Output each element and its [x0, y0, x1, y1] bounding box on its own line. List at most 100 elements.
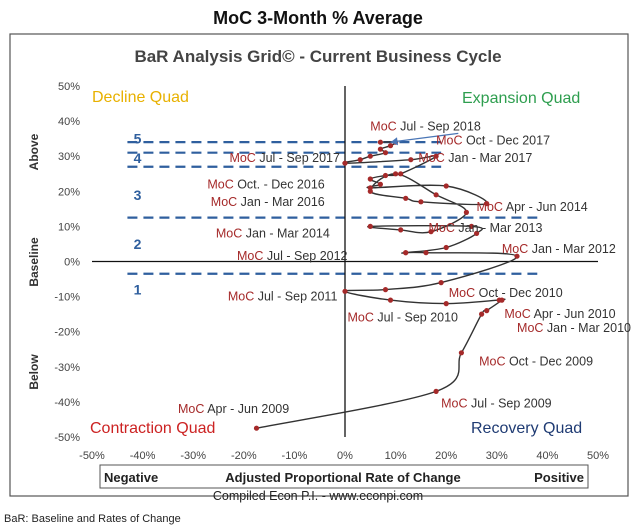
x-tick-label: -20% [231, 450, 257, 462]
point-annotation: MoC Jan - Mar 2014 [216, 226, 330, 240]
data-point [438, 280, 444, 286]
x-label-negative: Negative [104, 470, 158, 485]
x-tick-label: -30% [180, 450, 206, 462]
data-point [418, 199, 424, 205]
data-point [463, 209, 469, 215]
band-label: 3 [134, 187, 142, 203]
x-tick-label: 40% [536, 450, 558, 462]
band-label: 5 [134, 131, 142, 147]
data-point [387, 143, 394, 149]
data-point [398, 171, 404, 177]
point-annotation: MoC Jan - Mar 2013 [428, 221, 542, 235]
point-annotation: MoC Oct - Dec 2010 [449, 286, 563, 300]
footnote: BaR: Baseline and Rates of Change [4, 513, 181, 525]
band-label: 2 [134, 236, 142, 252]
data-point [443, 244, 449, 251]
data-point [403, 250, 409, 256]
data-point [433, 192, 439, 198]
point-annotation: MoC Jan - Mar 2010 [517, 321, 631, 335]
data-point [428, 229, 434, 235]
data-point [398, 227, 404, 233]
data-point [458, 350, 464, 356]
chart-subtitle: BaR Analysis Grid© - Current Business Cy… [134, 47, 501, 66]
series-layer [253, 139, 520, 431]
data-point [382, 287, 389, 293]
y-tick-label: -40% [54, 397, 80, 409]
axes-layer [92, 86, 598, 437]
x-tick-label: -50% [79, 450, 105, 462]
x-tick-label: -40% [130, 450, 156, 462]
x-label-positive: Positive [534, 470, 584, 485]
y-tick-label: 40% [58, 116, 80, 128]
point-annotation: MoC Jul - Sep 2011 [228, 290, 338, 304]
y-label-below: Below [27, 354, 41, 390]
y-tick-label: 30% [58, 151, 80, 163]
y-tick-label: -30% [54, 362, 80, 374]
y-tick-label: 20% [58, 186, 80, 198]
band-label: 4 [134, 150, 142, 166]
y-tick-label: 10% [58, 221, 80, 233]
data-point [403, 195, 409, 201]
data-point [382, 150, 389, 156]
data-point [393, 171, 399, 177]
quad-top-right: Expansion Quad [462, 90, 580, 107]
data-point [468, 223, 475, 229]
point-annotation: MoC Jan - Mar 2017 [418, 151, 532, 165]
quad-bottom-left: Contraction Quad [90, 420, 215, 437]
y-label-above: Above [27, 133, 41, 170]
y-tick-label: -20% [54, 327, 80, 339]
x-tick-label: 50% [587, 450, 609, 462]
plot-frame [9, 33, 629, 497]
point-annotation: MoC Jul - Sep 2018 [370, 119, 481, 133]
data-point [496, 297, 502, 303]
x-tick-label: 30% [486, 450, 508, 462]
data-point [357, 157, 363, 163]
quad-bottom-right: Recovery Quad [471, 420, 582, 437]
x-tick-label: -10% [282, 450, 308, 462]
y-tick-label: 0% [64, 257, 80, 269]
quad-top-left: Decline Quad [92, 89, 189, 106]
data-point [423, 250, 429, 256]
data-point [382, 172, 389, 179]
point-annotation: MoC Jan - Mar 2016 [211, 195, 325, 209]
data-point [433, 153, 439, 159]
data-point [484, 308, 490, 314]
data-point [433, 388, 439, 394]
source-credit: Compiled Econ P.I. - www.econpi.com [213, 489, 423, 503]
data-point [443, 301, 449, 307]
annotation-arrow [390, 132, 459, 143]
bands-layer: 1 2 3 4 5 [127, 131, 538, 298]
y-axis-labels: Above Baseline Below [27, 133, 41, 389]
data-point [377, 181, 383, 187]
data-point [443, 183, 449, 189]
point-annotation: MoC Jul - Sep 2010 [348, 311, 459, 325]
data-point [479, 311, 485, 317]
data-point [367, 223, 373, 229]
y-tick-label: -10% [54, 292, 80, 304]
point-annotation: MoC Apr - Jun 2014 [477, 200, 588, 214]
point-annotation: MoC Apr - Jun 2009 [178, 402, 289, 416]
point-annotation: MoC Oct - Dec 2017 [436, 133, 550, 147]
band-label: 1 [134, 282, 142, 298]
y-label-baseline: Baseline [27, 237, 41, 287]
data-point [367, 176, 373, 182]
point-annotation: MoC Apr - Jun 2010 [504, 307, 615, 321]
x-tick-label: 20% [435, 450, 457, 462]
data-point [474, 230, 480, 236]
ticks-layer: 50%40%30%20%10%0%-10%-20%-30%-40%-50%-50… [54, 81, 609, 462]
point-annotation: MoC Jul - Sep 2012 [237, 249, 348, 263]
x-axis-label: Adjusted Proportional Rate of Change [225, 470, 460, 485]
data-point [408, 157, 414, 163]
annotation-arrowhead [390, 137, 398, 146]
data-point [514, 253, 520, 259]
data-point [342, 160, 348, 166]
data-point [367, 185, 373, 191]
y-tick-label: 50% [58, 81, 80, 93]
point-annotation: MoC Jan - Mar 2012 [502, 242, 616, 256]
point-annotation: MoC Jul - Sep 2009 [441, 397, 552, 411]
data-point [387, 297, 394, 303]
point-annotation: MoC Oct - Dec 2009 [479, 355, 593, 369]
chart-title: MoC 3-Month % Average [213, 8, 423, 28]
x-tick-label: 0% [337, 450, 353, 462]
